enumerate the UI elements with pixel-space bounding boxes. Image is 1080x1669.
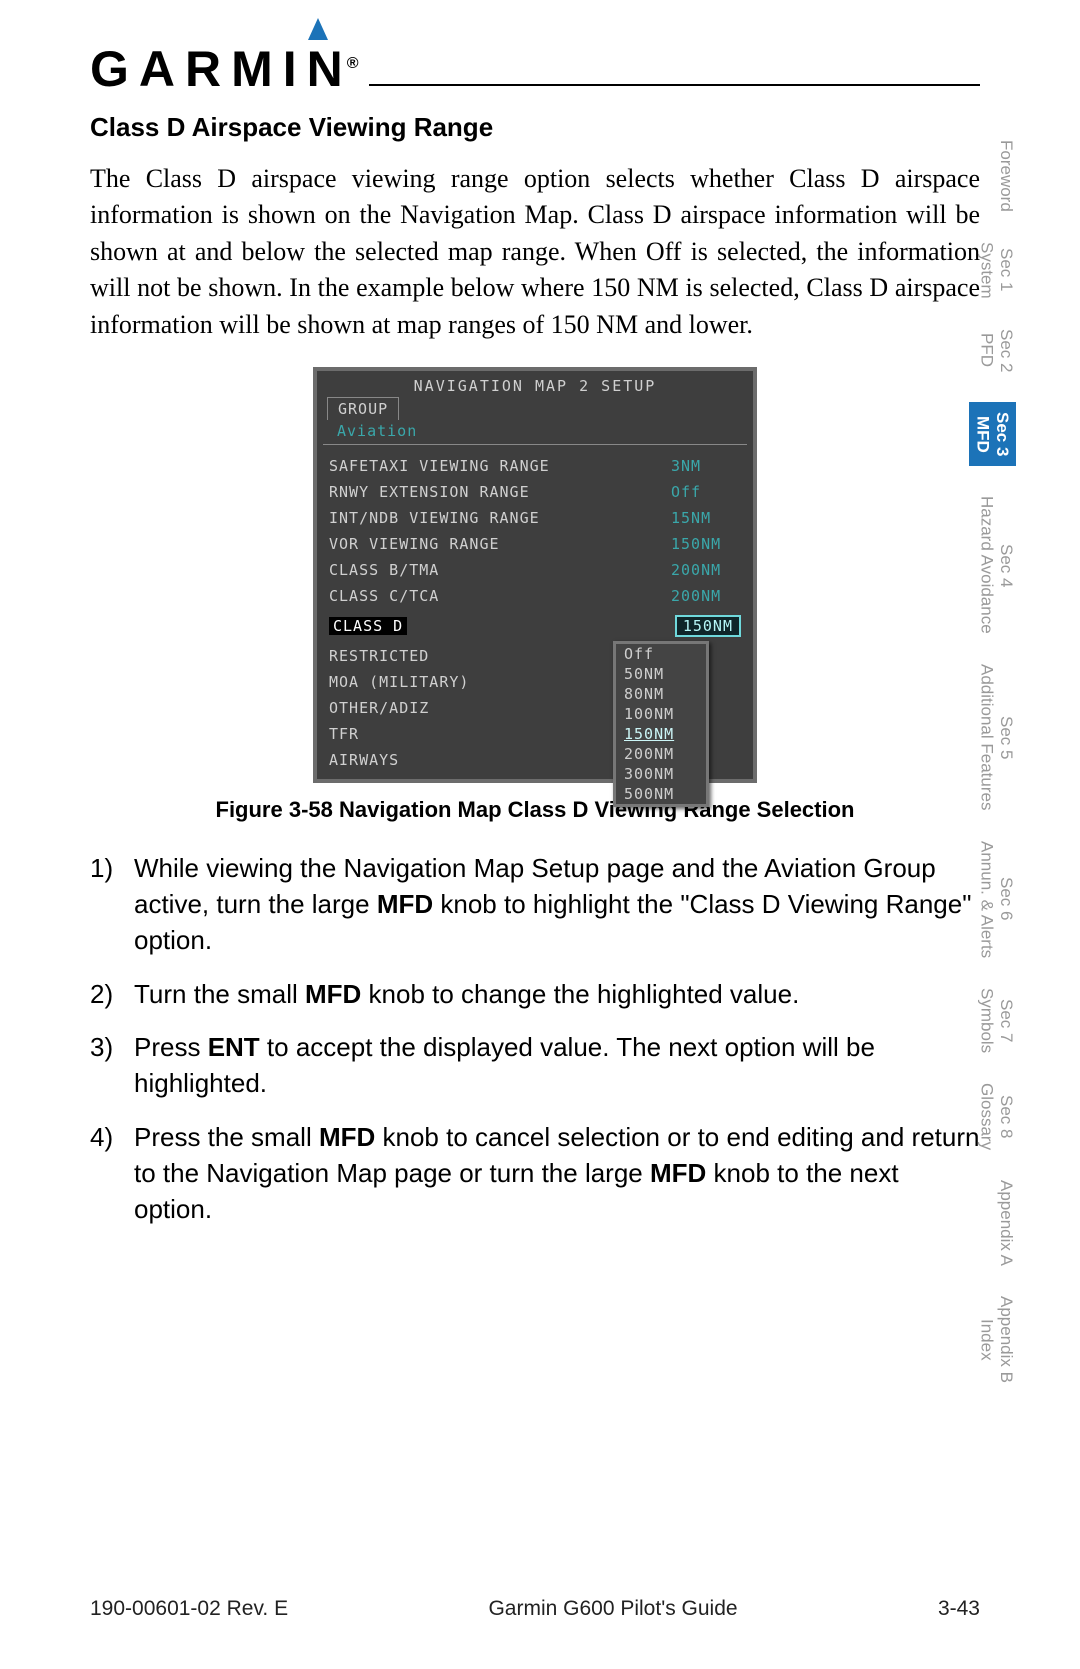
registered-mark: ® — [347, 55, 359, 72]
selected-value: 150NM — [675, 615, 741, 637]
setup-row: VOR VIEWING RANGE150NM — [329, 531, 741, 557]
step-number: 1) — [90, 851, 134, 959]
row-value: 3NM — [671, 457, 741, 475]
header-rule — [369, 84, 980, 86]
row-value: 150NM — [671, 535, 741, 553]
step-text: Press ENT to accept the displayed value.… — [134, 1030, 980, 1102]
footer-center: Garmin G600 Pilot's Guide — [488, 1597, 737, 1621]
setup-row: CLASS C/TCA200NM — [329, 583, 741, 609]
step-item: 2)Turn the small MFD knob to change the … — [90, 977, 980, 1013]
row-label: INT/NDB VIEWING RANGE — [329, 509, 671, 527]
setup-row: RNWY EXTENSION RANGEOff — [329, 479, 741, 505]
footer-right: 3-43 — [938, 1597, 980, 1621]
row-label: RNWY EXTENSION RANGE — [329, 483, 671, 501]
setup-row: INT/NDB VIEWING RANGE15NM — [329, 505, 741, 531]
step-item: 3)Press ENT to accept the displayed valu… — [90, 1030, 980, 1102]
garmin-logo: GARMIN® — [90, 40, 359, 98]
step-text: Press the small MFD knob to cancel selec… — [134, 1120, 980, 1228]
side-tab[interactable]: Sec 1System — [969, 242, 1016, 299]
dropdown-option: 200NM — [616, 744, 706, 764]
header: GARMIN® — [90, 40, 980, 98]
side-tab[interactable]: Foreword — [969, 140, 1016, 212]
side-tab[interactable]: Sec 5Additional Features — [969, 664, 1016, 810]
dropdown-option: Off — [616, 644, 706, 664]
footer-left: 190-00601-02 Rev. E — [90, 1597, 288, 1621]
side-tab[interactable]: Sec 8Glossary — [969, 1083, 1016, 1150]
side-tab[interactable]: Sec 7Symbols — [969, 988, 1016, 1053]
step-number: 4) — [90, 1120, 134, 1228]
step-item: 1)While viewing the Navigation Map Setup… — [90, 851, 980, 959]
dropdown-option: 150NM — [616, 724, 706, 744]
side-tab[interactable]: Sec 3MFD — [969, 402, 1016, 466]
row-value: Off — [671, 483, 741, 501]
group-tab: GROUP — [327, 397, 399, 420]
dropdown-option: 50NM — [616, 664, 706, 684]
row-value: 15NM — [671, 509, 741, 527]
side-tabs: Foreword Sec 1System Sec 2PFD Sec 3MFD Sec 4… — [969, 140, 1016, 1383]
setup-row: SAFETAXI VIEWING RANGE3NM — [329, 453, 741, 479]
step-text: While viewing the Navigation Map Setup p… — [134, 851, 980, 959]
body-paragraph: The Class D airspace viewing range optio… — [90, 161, 980, 343]
step-text: Turn the small MFD knob to change the hi… — [134, 977, 980, 1013]
side-tab[interactable]: Sec 2PFD — [969, 329, 1016, 372]
dropdown-option: 100NM — [616, 704, 706, 724]
range-dropdown: Off50NM80NM100NM150NM200NM300NM500NM — [613, 641, 709, 807]
screenshot-title: NAVIGATION MAP 2 SETUP — [317, 371, 753, 397]
section-title: Class D Airspace Viewing Range — [90, 112, 980, 143]
side-tab[interactable]: Appendix BIndex — [969, 1296, 1016, 1383]
dropdown-option: 80NM — [616, 684, 706, 704]
figure-caption: Figure 3-58 Navigation Map Class D Viewi… — [90, 797, 980, 823]
step-item: 4)Press the small MFD knob to cancel sel… — [90, 1120, 980, 1228]
selected-label: CLASS D — [329, 617, 407, 635]
page-footer: 190-00601-02 Rev. E Garmin G600 Pilot's … — [90, 1597, 980, 1621]
row-value: 200NM — [671, 587, 741, 605]
row-label: SAFETAXI VIEWING RANGE — [329, 457, 671, 475]
step-number: 3) — [90, 1030, 134, 1102]
dropdown-option: 300NM — [616, 764, 706, 784]
steps-list: 1)While viewing the Navigation Map Setup… — [90, 851, 980, 1228]
setup-row: CLASS B/TMA200NM — [329, 557, 741, 583]
row-label: CLASS B/TMA — [329, 561, 671, 579]
group-value: Aviation — [327, 420, 743, 444]
nav-map-setup-screenshot: NAVIGATION MAP 2 SETUP GROUP Aviation SA… — [313, 367, 757, 783]
side-tab[interactable]: Sec 4Hazard Avoidance — [969, 496, 1016, 634]
side-tab[interactable]: Appendix A — [969, 1180, 1016, 1266]
row-value: 200NM — [671, 561, 741, 579]
row-label: VOR VIEWING RANGE — [329, 535, 671, 553]
logo-delta-icon — [308, 18, 328, 40]
dropdown-option: 500NM — [616, 784, 706, 804]
row-label: CLASS C/TCA — [329, 587, 671, 605]
logo-text: GARMIN — [90, 41, 353, 97]
step-number: 2) — [90, 977, 134, 1013]
selected-row: CLASS D 150NM — [329, 613, 741, 639]
side-tab[interactable]: Sec 6Annun. & Alerts — [969, 841, 1016, 958]
